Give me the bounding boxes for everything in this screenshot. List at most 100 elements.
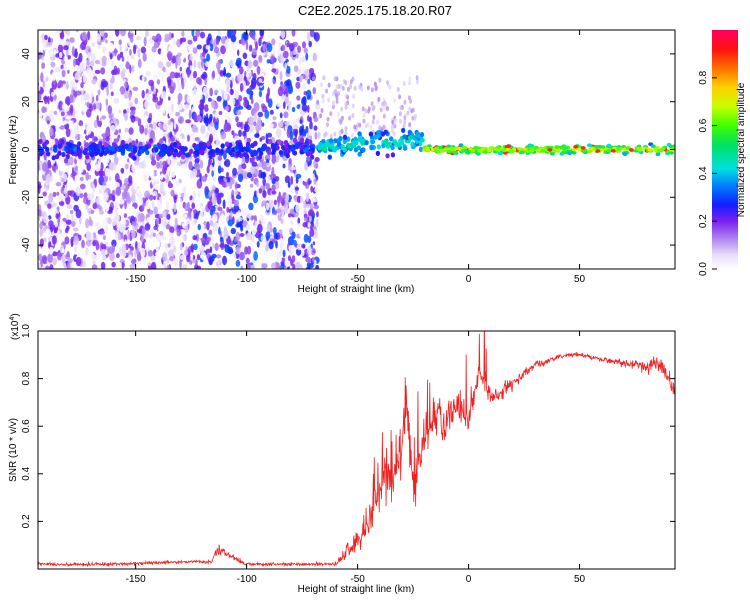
spectrogram-speckle — [78, 164, 84, 174]
spectrogram-speckle — [302, 30, 306, 35]
spectrogram-speckle — [268, 199, 274, 209]
spectrogram-speckle — [390, 124, 394, 130]
spectrogram-speckle — [176, 56, 182, 66]
spectrogram-band-cell — [628, 148, 634, 152]
spectrogram-speckle — [327, 97, 331, 103]
spectrogram-band-cell — [57, 150, 62, 156]
spectrogram-speckle — [191, 124, 197, 133]
spectrogram-speckle — [223, 123, 229, 133]
spectrogram-band-cell — [53, 147, 58, 153]
spectrogram-speckle — [337, 84, 341, 90]
spectrogram-speckle — [182, 209, 186, 214]
spectrogram-speckle — [214, 187, 219, 194]
spectrogram-speckle — [301, 41, 307, 49]
spectrogram-speckle — [242, 52, 248, 60]
spectrogram-speckle — [69, 156, 74, 166]
spectrogram-speckle — [75, 209, 82, 219]
spectrogram-speckle — [66, 219, 72, 225]
spectrogram-speckle — [145, 199, 152, 210]
spectrogram-speckle — [294, 186, 300, 191]
spectrogram-band-cell — [224, 141, 230, 147]
spectrogram-band-cell — [576, 147, 582, 152]
spectrogram-band-cell — [527, 143, 533, 148]
spectrogram-speckle — [111, 106, 117, 115]
spectrogram-speckle — [234, 89, 239, 100]
spectrogram-speckle — [218, 226, 221, 235]
spectrogram-band-cell — [342, 134, 348, 140]
spectrogram-band-cell — [170, 136, 175, 142]
spectrogram-band-cell — [141, 146, 146, 152]
spectrogram-speckle — [124, 163, 129, 170]
spectrogram-speckle — [102, 219, 107, 230]
spectrogram-speckle — [63, 55, 68, 62]
spectrogram-speckle — [231, 194, 235, 201]
spectrogram-speckle — [156, 161, 160, 169]
spectrogram-speckle — [258, 37, 262, 47]
spectrogram-speckle — [261, 263, 268, 269]
spectrogram-speckle — [248, 44, 253, 52]
spectrogram-speckle — [266, 132, 273, 138]
spectrogram-speckle — [348, 115, 352, 121]
spectrogram-band-cell — [588, 147, 594, 151]
spectrogram-band-cell — [390, 145, 395, 151]
spectrogram-speckle — [85, 134, 90, 140]
spectrogram-speckle — [312, 241, 316, 246]
spectrogram-speckle — [179, 216, 185, 223]
spectrogram-speckle — [260, 172, 266, 179]
spectrogram-speckle — [211, 170, 214, 177]
spectrogram-speckle — [270, 55, 275, 65]
spectrogram-speckle — [66, 74, 71, 79]
spectrogram-speckle — [145, 30, 149, 38]
spectrogram-speckle — [70, 209, 74, 215]
spectrogram-speckle — [41, 162, 48, 172]
spectrogram-speckle — [248, 31, 254, 37]
spectrogram-band-cell — [622, 152, 628, 156]
spectrogram-band-cell — [38, 148, 43, 154]
spectrogram-band-cell — [161, 143, 166, 149]
spectrogram-speckle — [215, 62, 221, 70]
spectrogram-band-cell — [647, 148, 653, 152]
spectrogram-speckle — [81, 31, 88, 41]
spectrogram-speckle — [237, 164, 242, 174]
spectrogram-band-cell — [304, 146, 309, 153]
spectrogram-speckle — [277, 168, 282, 174]
spectrogram-speckle — [61, 103, 68, 110]
spectrogram-speckle — [168, 32, 172, 41]
spectrogram-band-cell — [373, 134, 378, 140]
spectrogram-speckle — [131, 193, 136, 203]
spectrogram-speckle — [100, 30, 105, 37]
spectrogram-speckle — [193, 59, 197, 69]
spectrogram-speckle — [382, 113, 386, 119]
spectrogram-speckle — [134, 97, 139, 105]
spectrogram-speckle — [86, 230, 90, 241]
spectrogram-band-cell — [172, 141, 178, 147]
spectrogram-speckle — [54, 221, 58, 228]
spectrogram-speckle — [288, 158, 292, 165]
spectrogram-speckle — [131, 109, 136, 115]
spectrogram-speckle — [88, 216, 92, 225]
spectrogram-speckle — [276, 102, 282, 108]
spectrogram-speckle — [233, 254, 237, 259]
spectrogram-speckle — [118, 39, 122, 46]
spectrogram-speckle — [191, 202, 196, 210]
spectrogram-band-cell — [418, 146, 424, 152]
spectrogram-speckle — [140, 233, 144, 243]
spectrogram-speckle — [301, 250, 305, 257]
spectrogram-speckle — [137, 47, 141, 58]
spectrogram-speckle — [226, 84, 229, 93]
spectrogram-band-cell — [277, 139, 282, 145]
spectrogram-speckle — [52, 251, 58, 257]
spectrogram-speckle — [278, 42, 282, 49]
spectrogram-speckle — [331, 104, 335, 110]
spectrogram-speckle — [219, 243, 225, 248]
spectrogram-speckle — [172, 55, 177, 64]
spectrogram-speckle — [81, 87, 84, 95]
spectrogram-speckle — [252, 72, 257, 81]
spectrogram-speckle — [49, 48, 54, 58]
spectrogram-speckle — [362, 112, 366, 118]
spectrogram-band-cell — [508, 149, 514, 153]
spectrogram-speckle — [65, 195, 71, 205]
spectrogram-band-cell — [505, 144, 511, 148]
spectrogram-speckle — [40, 216, 43, 222]
